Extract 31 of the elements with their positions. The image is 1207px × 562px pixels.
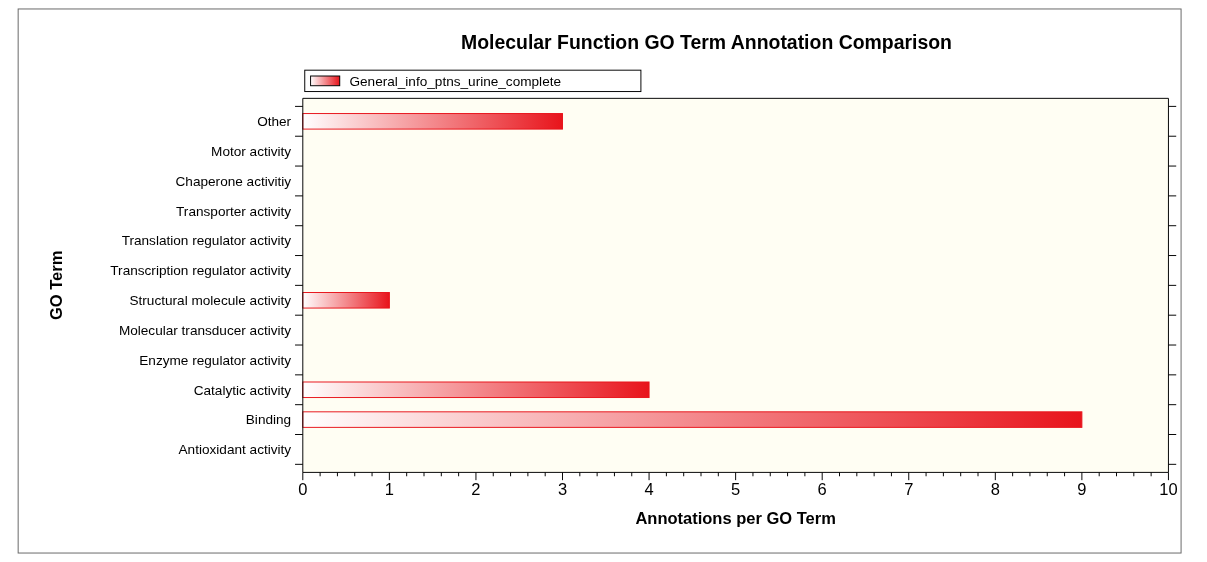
y-tick-label: Binding: [245, 412, 292, 428]
x-tick-label: 6: [817, 479, 827, 498]
y-tick-label: Antioxidant activity: [178, 442, 292, 458]
y-tick-label: Catalytic activity: [193, 382, 292, 398]
y-tick-label: Enzyme regulator activity: [139, 352, 292, 368]
y-axis-title: GO Term: [46, 250, 65, 321]
bar: [302, 411, 1083, 428]
y-tick-label: Structural molecule activity: [129, 293, 292, 309]
y-tick-label: Molecular transducer activity: [118, 322, 292, 338]
x-tick-label: 5: [731, 479, 741, 498]
x-tick-label: 3: [557, 479, 568, 498]
x-axis-title: Annotations per GO Term: [635, 508, 836, 527]
bar: [302, 292, 390, 309]
legend-label: General_info_ptns_urine_complete: [349, 73, 562, 89]
x-tick-label: 4: [644, 479, 654, 498]
x-tick-label: 1: [384, 479, 394, 498]
y-tick-label: Other: [257, 114, 292, 130]
bar: [302, 381, 650, 399]
bar: [302, 113, 563, 130]
y-tick-label: Translation regulator activity: [121, 233, 292, 249]
x-tick-label: 9: [1077, 479, 1087, 498]
x-tick-label: 2: [471, 479, 481, 498]
y-tick-label: Motor activity: [211, 144, 292, 159]
x-tick-label: 8: [990, 479, 1000, 498]
y-tick-label: Transporter activity: [176, 203, 292, 219]
y-tick-label: Transcription regulator activity: [110, 263, 292, 279]
chart-title: Molecular Function GO Term Annotation Comparison: [461, 30, 952, 53]
x-tick-label: 0: [298, 479, 308, 498]
y-tick-label: Chaperone activitiy: [175, 173, 292, 189]
x-tick-label: 7: [904, 479, 914, 498]
x-tick-label: 10: [1159, 479, 1178, 498]
